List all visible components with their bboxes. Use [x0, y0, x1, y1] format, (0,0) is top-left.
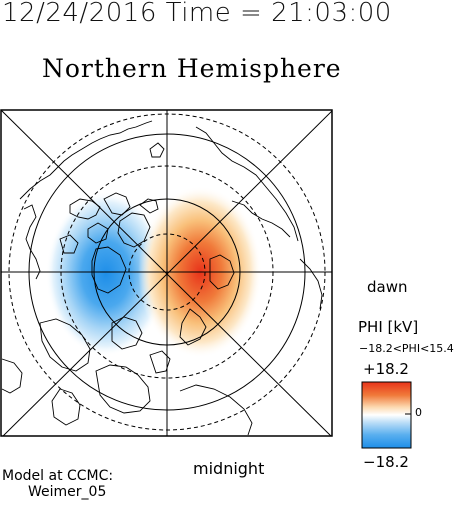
coastline: [51, 388, 81, 426]
negative-potential-cell: [46, 192, 166, 356]
coastline: [117, 212, 151, 248]
midnight-label: midnight: [193, 459, 265, 478]
colorbar-min-label: −18.2: [363, 453, 409, 471]
polar-potential-map: [0, 109, 333, 437]
coastline: [179, 308, 207, 346]
coastline: [195, 126, 299, 242]
coastline: [1, 358, 23, 394]
dawn-label: dawn: [367, 278, 408, 296]
coastline: [59, 234, 79, 254]
coastline: [299, 258, 323, 310]
coastline: [103, 192, 131, 216]
coastline: [209, 254, 235, 290]
coastline: [139, 198, 159, 214]
meridian-line: [2, 110, 332, 436]
colorbar-max-label: +18.2: [363, 360, 409, 378]
coastline: [23, 204, 41, 280]
timestamp-title: 12/24/2016 Time = 21:03:00: [2, 0, 392, 28]
coastline: [179, 384, 253, 436]
coastline: [69, 198, 101, 220]
coastline: [149, 142, 165, 158]
coastline-group: [1, 120, 323, 436]
coastline: [91, 246, 127, 294]
field-range: −18.2<PHI<15.4: [359, 342, 454, 355]
coastline: [39, 318, 91, 372]
colorbar: [361, 381, 412, 449]
coastline: [19, 120, 153, 200]
coastline: [87, 222, 109, 244]
coastline: [231, 200, 291, 238]
colorbar-zero-label: 0: [415, 406, 422, 419]
coastline: [95, 364, 151, 414]
field-title: PHI [kV]: [358, 318, 419, 336]
coastline: [111, 316, 143, 350]
map-frame: [0, 109, 333, 437]
colorbar-gradient: [361, 381, 412, 449]
coastline: [149, 350, 171, 374]
credit-line-2: Weimer_05: [28, 484, 107, 500]
hemisphere-title: Northern Hemisphere: [42, 54, 342, 83]
credit-line-1: Model at CCMC:: [2, 468, 114, 484]
